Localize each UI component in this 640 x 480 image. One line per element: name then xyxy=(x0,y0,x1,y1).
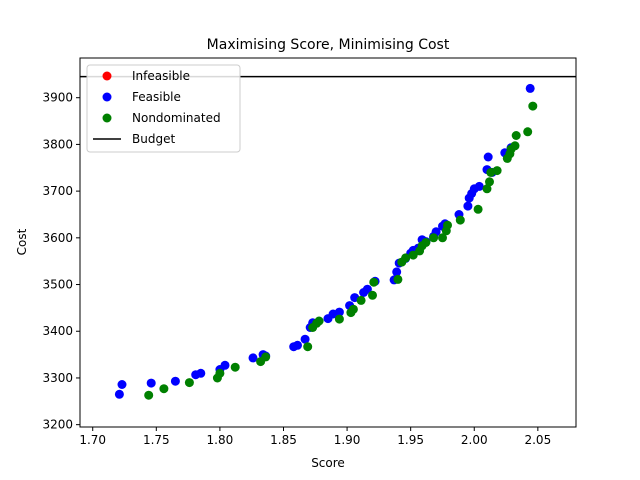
nondominated-point xyxy=(144,390,154,400)
feasible-point xyxy=(474,181,484,191)
nondominated-point xyxy=(368,290,377,300)
x-tick-label: 1.90 xyxy=(334,433,361,447)
y-tick-label: 3200 xyxy=(42,418,73,432)
nondominated-point xyxy=(455,215,465,225)
nondominated-point xyxy=(511,131,521,140)
y-tick-label: 3400 xyxy=(42,324,73,338)
x-tick-label: 2.00 xyxy=(461,433,488,447)
plot-frame xyxy=(79,57,577,428)
feasible-point xyxy=(392,267,402,277)
nondominated-point xyxy=(215,368,225,378)
nondominated-point xyxy=(473,204,483,214)
legend-label: Infeasible xyxy=(132,69,190,83)
legend-label: Feasible xyxy=(132,90,181,104)
nondominated-point xyxy=(348,304,358,314)
feasible-point xyxy=(170,376,180,386)
y-tick-label: 3900 xyxy=(42,91,73,105)
infeasible-legend-marker xyxy=(102,71,112,81)
nondominated-point xyxy=(401,253,411,263)
y-tick-label: 3600 xyxy=(42,231,73,245)
nondominated-point xyxy=(230,362,240,372)
nondominated-point xyxy=(393,274,403,284)
x-tick-label: 1.80 xyxy=(207,433,234,447)
y-tick-label: 3800 xyxy=(42,137,73,151)
nondominated-point xyxy=(314,316,324,326)
nondominated-point xyxy=(485,177,494,187)
x-tick-label: 2.05 xyxy=(524,433,551,447)
x-axis-label: Score xyxy=(311,456,345,470)
y-tick-label: 3700 xyxy=(42,184,73,198)
y-axis-label: Cost xyxy=(15,228,29,255)
nondominated-point xyxy=(482,184,492,194)
feasible-point xyxy=(220,360,230,370)
nondominated-legend-marker xyxy=(102,113,112,123)
ticks-layer: 1.70 1.75 1.80 1.85 1.90 1.95 2.00 2.05 3200 3300… xyxy=(42,91,551,447)
nondominated-point xyxy=(261,352,271,362)
nondominated-point xyxy=(184,378,194,388)
feasible-point xyxy=(334,307,344,317)
feasible-point xyxy=(463,201,473,211)
y-tick-label: 3500 xyxy=(42,278,73,292)
nondominated-point xyxy=(492,166,502,176)
x-tick-label: 1.85 xyxy=(270,433,297,447)
nondominated-point xyxy=(369,277,379,287)
feasible-point xyxy=(146,378,156,388)
feasible-point xyxy=(248,353,258,363)
x-tick-label: 1.75 xyxy=(143,433,170,447)
feasible-legend-marker xyxy=(102,92,112,102)
nondominated-point xyxy=(408,250,418,260)
nondominated-point xyxy=(356,295,366,305)
nondominated-point xyxy=(303,342,313,352)
feasible-point xyxy=(114,389,124,399)
feasible-point xyxy=(525,83,535,93)
chart-title: Maximising Score, Minimising Cost xyxy=(207,37,450,53)
feasible-point xyxy=(300,334,310,344)
feasible-point xyxy=(483,152,493,162)
feasible-point xyxy=(362,284,372,294)
nondominated-point xyxy=(159,384,169,394)
legend: Infeasible Feasible Nondominated Budget xyxy=(86,64,241,153)
nondominated-point xyxy=(523,127,533,137)
x-tick-label: 1.95 xyxy=(397,433,424,447)
nondominated-point xyxy=(528,101,538,111)
y-tick-label: 3300 xyxy=(42,371,73,385)
nondominated-point xyxy=(429,233,439,243)
nondominated-point xyxy=(443,220,452,230)
x-tick-label: 1.70 xyxy=(79,433,106,447)
nondominated-point xyxy=(510,141,520,151)
legend-label: Nondominated xyxy=(132,111,221,125)
nondominated-point xyxy=(421,238,431,247)
legend-box xyxy=(86,64,241,153)
feasible-point xyxy=(117,380,127,389)
nondominated-point xyxy=(438,233,447,243)
points-layer xyxy=(114,83,538,400)
legend-label: Budget xyxy=(132,132,175,146)
feasible-point xyxy=(293,340,302,350)
nondominated-point xyxy=(334,314,344,324)
feasible-point xyxy=(196,368,206,378)
